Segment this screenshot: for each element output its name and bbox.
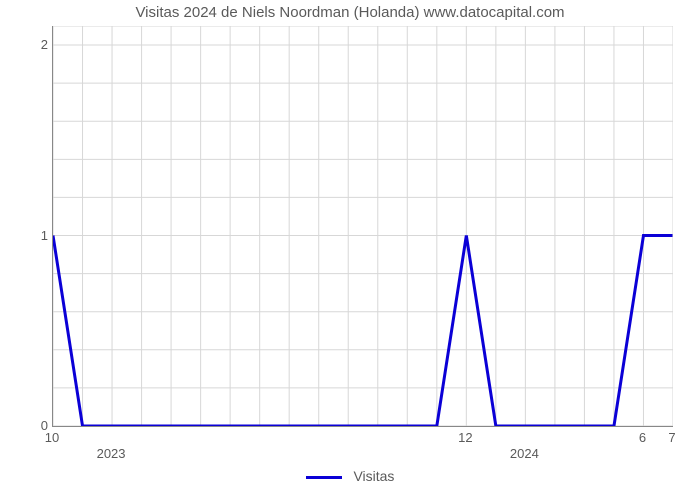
plot-area: [52, 26, 673, 427]
x-year-label: 2023: [97, 446, 126, 461]
chart-title: Visitas 2024 de Niels Noordman (Holanda)…: [0, 4, 700, 21]
y-tick-label: 0: [8, 418, 48, 433]
x-tick-label: 12: [458, 430, 472, 445]
legend-label: Visitas: [353, 468, 394, 484]
x-tick-label: 7: [668, 430, 675, 445]
plot-svg: [53, 26, 673, 426]
chart-container: { "chart": { "type": "line", "title": "V…: [0, 0, 700, 500]
x-tick-label: 10: [45, 430, 59, 445]
x-tick-label: 6: [639, 430, 646, 445]
legend-swatch: [306, 476, 342, 479]
y-tick-label: 1: [8, 228, 48, 243]
y-tick-label: 2: [8, 37, 48, 52]
line-series: [53, 236, 673, 426]
x-year-label: 2024: [510, 446, 539, 461]
legend: Visitas: [0, 468, 700, 484]
